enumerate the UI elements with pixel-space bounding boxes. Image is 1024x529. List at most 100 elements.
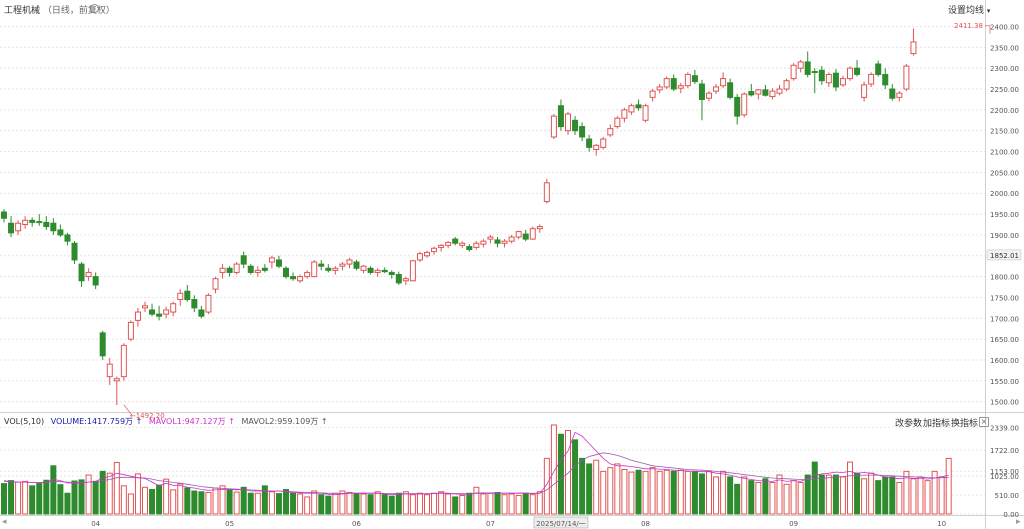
vol-volume-arrow: ↑ [135, 417, 143, 426]
candle-body-up [170, 303, 177, 313]
volume-bar-up [797, 481, 804, 515]
candle-body-up [480, 240, 487, 245]
scroll-left-icon[interactable]: ◂ [2, 517, 7, 527]
volume-bar-down [261, 485, 268, 515]
candle-body-up [163, 309, 170, 315]
candle-body-up [536, 226, 543, 230]
volume-bar-down [92, 480, 99, 515]
volume-bar-down [198, 491, 205, 515]
current-price-label: 1852.01 [990, 252, 1019, 260]
candle-body-down [240, 255, 247, 265]
candle-body-up [790, 64, 797, 80]
volume-bar-down [367, 494, 374, 515]
candle-body-down [748, 91, 755, 96]
volume-bar-up [642, 470, 649, 515]
candle-body-down [50, 222, 57, 232]
candle-body-up [508, 236, 515, 242]
volume-bar-up [304, 496, 311, 515]
candle-body-up [663, 78, 670, 88]
volume-bar-up [896, 481, 903, 515]
add-indicator-button[interactable]: 加指标 [923, 419, 951, 429]
candle-body-up [515, 231, 522, 238]
volume-bar-up [910, 478, 917, 515]
mavol1-line [3, 431, 949, 496]
volume-bar-down [290, 492, 297, 515]
candle-body-up [212, 278, 219, 290]
volume-bar-down [635, 469, 642, 515]
volume-bar-down [748, 480, 755, 515]
volume-bar-up [931, 470, 938, 515]
volume-bar-down [522, 492, 529, 515]
candle-body-up [910, 41, 917, 55]
scroll-right-icon[interactable]: ▸ [1016, 517, 1021, 527]
volume-bar-up [170, 489, 177, 515]
volume-bar-up [938, 476, 945, 515]
candle-body-up [304, 271, 311, 278]
switch-indicator-button[interactable]: 换指标 [951, 419, 979, 429]
volume-bar-down [762, 478, 769, 515]
candle-body-down [586, 138, 593, 148]
volume-bar-up [656, 470, 663, 515]
candle-body-down [1, 211, 7, 219]
annotation-low-label: ←1492.20 [130, 412, 165, 420]
candle-body-up [177, 292, 184, 301]
candle-body-up [205, 294, 212, 313]
volume-bar-up [346, 491, 353, 515]
volume-bar-down [875, 480, 882, 515]
candle-body-up [487, 236, 494, 240]
candle-body-down [191, 299, 198, 309]
settings-gear-icon[interactable] [90, 4, 99, 13]
candle-body-up [311, 261, 318, 278]
volume-tick-label: 2339.00 [990, 424, 1019, 432]
ma-settings-button[interactable]: 设置均线 ▾ [948, 3, 990, 16]
volume-bar-up [212, 487, 219, 515]
candle-body-up [903, 65, 910, 90]
candle-body-up [113, 378, 120, 382]
edit-params-button[interactable]: 改参数 [895, 419, 923, 429]
volume-bar-down [50, 465, 57, 515]
price-tick-label: 1550.00 [990, 378, 1019, 386]
crosshair-date-box [533, 516, 589, 529]
price-tick-label: 1700.00 [990, 315, 1019, 323]
volume-bar-up [790, 480, 797, 515]
price-tick-label: 2300.00 [990, 65, 1019, 73]
annotation-high-label: 2411.38 [954, 22, 983, 30]
volume-bar-up [649, 467, 656, 515]
price-tick-label: 2100.00 [990, 149, 1019, 157]
volume-bar-up [113, 461, 120, 515]
price-tick-label: 2250.00 [990, 86, 1019, 94]
x-axis-tick-label: 08 [641, 520, 650, 528]
candle-body-down [889, 88, 896, 99]
candle-body-up [431, 247, 438, 253]
volume-bar-down [557, 433, 564, 515]
volume-bar-down [29, 485, 36, 515]
volume-bar-up [839, 476, 846, 515]
volume-bar-up [741, 476, 748, 515]
candle-body-down [92, 276, 99, 286]
candle-body-down [388, 271, 395, 276]
volume-bar-up [360, 493, 367, 515]
close-indicator-icon[interactable]: × [979, 417, 989, 427]
volume-bar-up [713, 476, 720, 515]
candle-body-down [494, 239, 501, 244]
volume-bar-down [452, 496, 459, 515]
volume-bar-up [205, 491, 212, 515]
candle-body-up [861, 84, 868, 98]
candle-body-up [706, 92, 712, 99]
candle-body-up [607, 128, 614, 136]
price-tick-label: 1800.00 [990, 274, 1019, 282]
volume-tick-label: 1025.00 [990, 473, 1019, 481]
candle-body-down [818, 69, 825, 82]
price-tick-label: 1950.00 [990, 211, 1019, 219]
candle-body-down [670, 78, 677, 90]
candle-body-down [8, 222, 15, 234]
volume-bar-down [78, 479, 85, 515]
candle-body-up [254, 269, 261, 273]
volume-bar-up [142, 486, 148, 515]
candle-body-up [720, 78, 727, 87]
volume-bar-down [572, 439, 579, 515]
candle-body-up [438, 244, 445, 248]
candle-body-down [36, 221, 43, 224]
volume-bar-up [120, 485, 127, 515]
